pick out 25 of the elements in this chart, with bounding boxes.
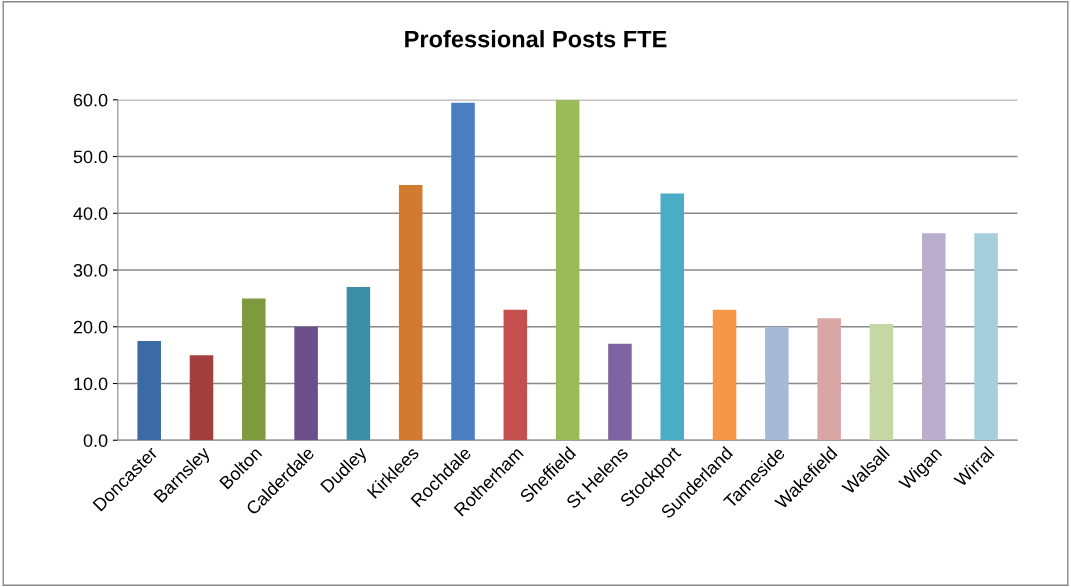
y-tick-label: 20.0	[73, 320, 108, 334]
bar	[555, 99, 580, 441]
bar	[765, 326, 789, 441]
bar	[294, 326, 318, 441]
bar	[974, 233, 998, 441]
bar	[712, 309, 737, 441]
y-tick-label: 50.0	[73, 150, 108, 164]
bar	[451, 102, 475, 441]
y-tick-label: 40.0	[73, 207, 108, 220]
chart-title: Professional Posts FTE	[405, 30, 667, 48]
y-tick-label: 60.0	[73, 93, 108, 107]
bar	[398, 184, 423, 441]
bar	[346, 287, 371, 441]
bar	[869, 323, 894, 441]
y-tick-label: 10.0	[74, 377, 108, 391]
bar	[137, 340, 161, 441]
bar	[503, 309, 528, 441]
bar	[242, 298, 266, 441]
bar	[817, 318, 841, 441]
y-tick-label: 0.0	[83, 434, 108, 447]
bar	[921, 233, 946, 441]
bar	[660, 193, 685, 441]
bar	[189, 355, 214, 441]
y-tick-label: 30.0	[73, 263, 108, 277]
bar	[608, 343, 632, 441]
